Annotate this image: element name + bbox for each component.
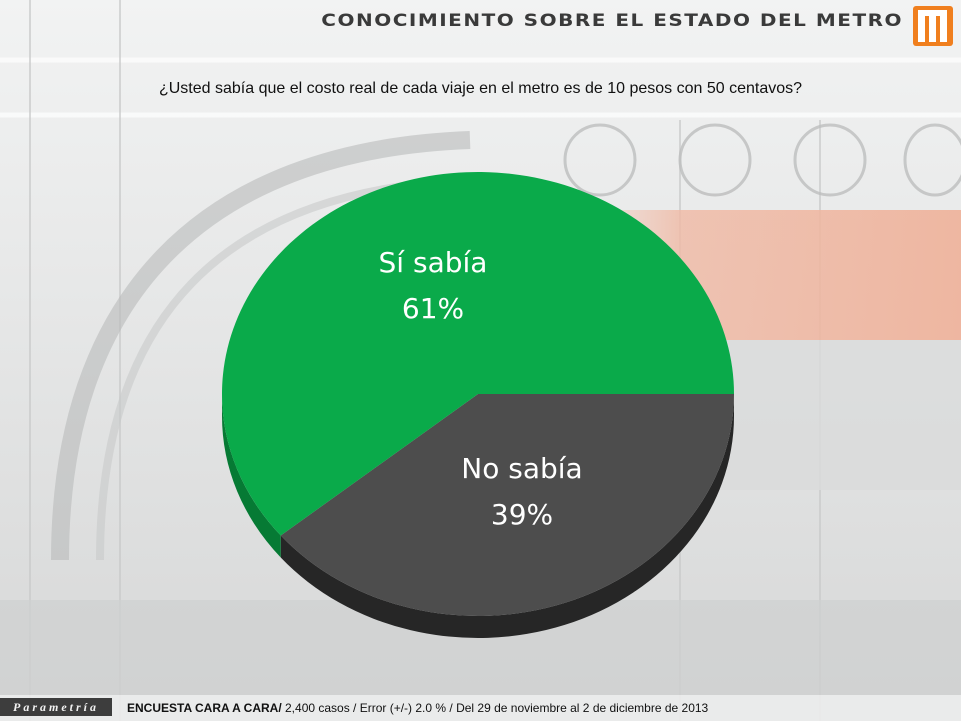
survey-details: 2,400 casos / Error (+/-) 2.0 % / Del 29…: [281, 701, 709, 715]
pie-slice-1: [280, 394, 734, 617]
metro-m-logo-icon: [913, 6, 953, 46]
page-title: CONOCIMIENTO SOBRE EL ESTADO DEL METRO: [321, 10, 903, 31]
pie-side-0: [222, 394, 281, 558]
pie-slice-0: [221, 172, 734, 536]
survey-info: ENCUESTA CARA A CARA/ 2,400 casos / Erro…: [127, 701, 708, 715]
slice-label-0: Sí sabía: [379, 246, 488, 279]
slice-value-0: 61%: [402, 292, 464, 325]
footer-bar: [0, 695, 961, 721]
survey-method: ENCUESTA CARA A CARA/: [127, 701, 282, 715]
slice-label-1: No sabía: [461, 452, 582, 485]
survey-question: ¿Usted sabía que el costo real de cada v…: [158, 80, 803, 97]
slice-value-1: 39%: [491, 498, 553, 531]
brand-logo: Parametría: [0, 698, 112, 716]
